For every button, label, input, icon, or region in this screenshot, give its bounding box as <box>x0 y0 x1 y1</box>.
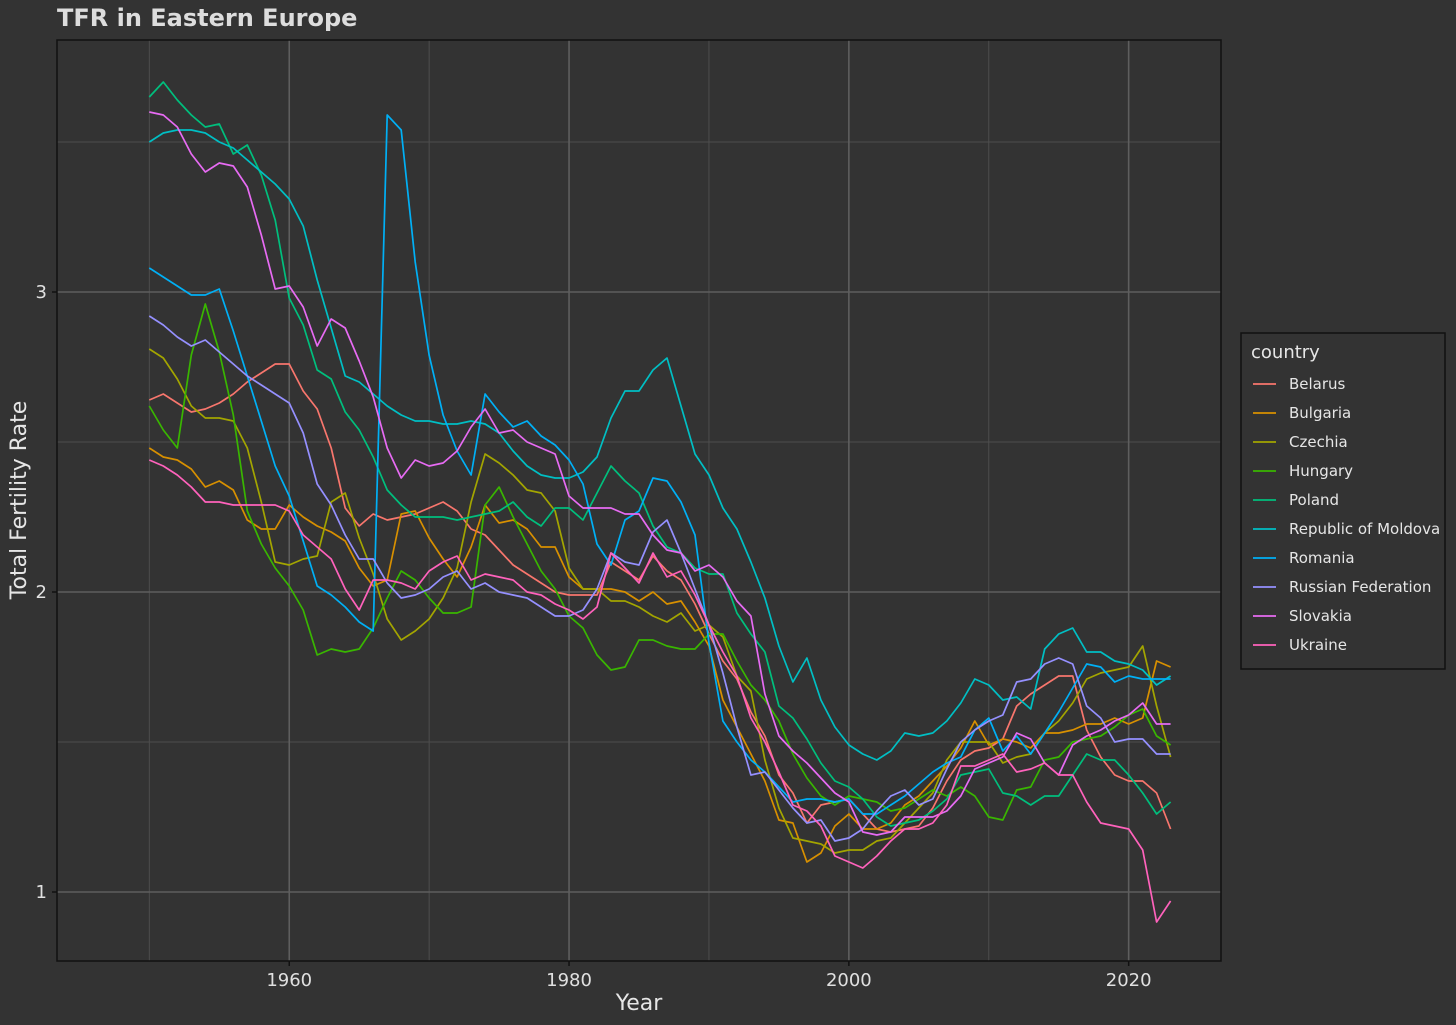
legend-title: country <box>1251 342 1320 363</box>
series-line-czechia <box>148 348 1172 854</box>
series-line-bulgaria <box>148 447 1171 863</box>
grid <box>57 40 1221 961</box>
series-line-ukraine <box>148 459 1172 923</box>
series-line-russian-federation <box>148 315 1171 842</box>
x-axis-ticks: 1960 1980 2000 2020 <box>266 961 1152 991</box>
series-line-republic-of-moldova <box>148 129 1172 761</box>
legend-label-slovakia: Slovakia <box>1289 607 1352 625</box>
legend-label-czechia: Czechia <box>1289 433 1348 451</box>
legend-label-romania: Romania <box>1289 549 1355 567</box>
legend-label-poland: Poland <box>1289 491 1339 509</box>
chart-title: TFR in Eastern Europe <box>57 4 357 32</box>
y-tick-label: 2 <box>36 582 47 603</box>
y-axis-ticks: 1 2 3 <box>36 282 57 903</box>
legend: country Belarus Bulgaria Czechia Hungary Pol… <box>1240 332 1446 670</box>
legend-label-hungary: Hungary <box>1289 462 1353 480</box>
plot-panel <box>57 40 1221 961</box>
legend-label-belarus: Belarus <box>1289 375 1346 393</box>
legend-label-russian-federation: Russian Federation <box>1289 578 1431 596</box>
x-tick-label: 1980 <box>546 970 592 991</box>
legend-items: Belarus Bulgaria Czechia Hungary Poland Repub… <box>1253 375 1440 654</box>
series-line-slovakia <box>149 111 1171 836</box>
y-tick-label: 1 <box>36 882 47 903</box>
series-line-romania <box>148 114 1171 815</box>
legend-box <box>1240 332 1446 670</box>
x-tick-label: 2000 <box>826 970 872 991</box>
x-axis-title: Year <box>615 991 664 1016</box>
legend-label-republic-of-moldova: Republic of Moldova <box>1289 520 1440 538</box>
series-lines <box>148 81 1172 923</box>
series-line-poland <box>148 81 1172 827</box>
x-tick-label: 2020 <box>1106 970 1152 991</box>
series-line-hungary <box>148 303 1172 821</box>
legend-label-ukraine: Ukraine <box>1289 636 1347 654</box>
y-axis-title: Total Fertility Rate <box>7 401 32 600</box>
x-tick-label: 1960 <box>266 970 312 991</box>
legend-label-bulgaria: Bulgaria <box>1289 404 1351 422</box>
y-tick-label: 3 <box>36 282 47 303</box>
plot-panel-border <box>56 39 1222 962</box>
